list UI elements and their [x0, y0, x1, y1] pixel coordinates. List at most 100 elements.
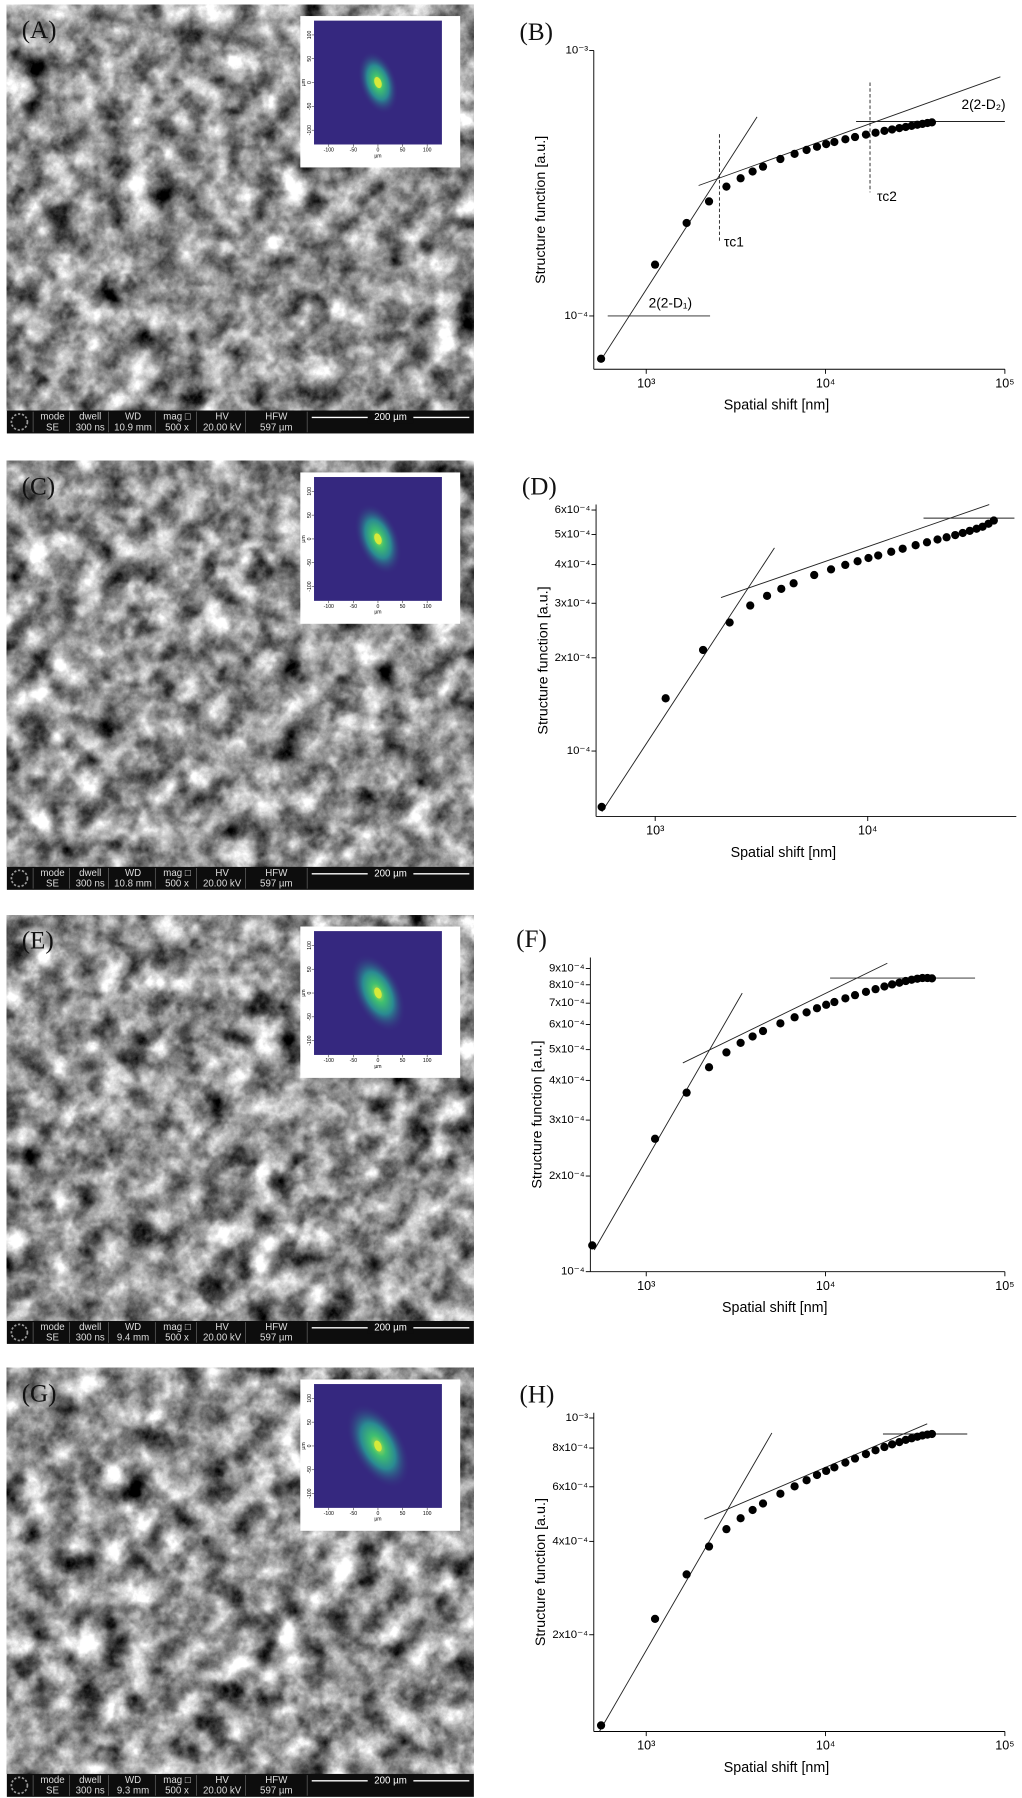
data-point	[737, 1514, 745, 1522]
inset-tick-label: 0	[307, 537, 313, 540]
inset-tick-label: -50	[307, 1013, 313, 1021]
y-tick-label: 6x10⁻⁴	[555, 504, 591, 516]
annotation: 2(2-D₁)	[649, 295, 692, 310]
data-point	[822, 1467, 830, 1475]
y-tick-label: 4x10⁻⁴	[552, 1535, 588, 1547]
data-point	[722, 1525, 730, 1533]
data-point	[853, 557, 861, 565]
data-point	[841, 994, 849, 1002]
data-point	[722, 182, 730, 190]
data-point	[790, 1482, 798, 1490]
info-value: 300 ns	[76, 1786, 105, 1797]
data-point	[777, 585, 785, 593]
data-point	[888, 125, 896, 133]
data-point	[705, 1063, 713, 1071]
inset-tick-label: 100	[423, 1058, 432, 1064]
y-tick-label: 8x10⁻⁴	[549, 979, 585, 991]
data-point	[928, 974, 936, 982]
data-point	[862, 1450, 870, 1458]
data-point	[928, 118, 936, 126]
inset-tick-label: 50	[307, 966, 313, 972]
data-point	[864, 554, 872, 562]
info-value: 597 µm	[260, 879, 293, 890]
data-point	[598, 803, 606, 811]
info-header: mode	[40, 868, 64, 879]
data-point	[759, 163, 767, 171]
data-point	[737, 174, 745, 182]
info-header: HV	[215, 868, 229, 879]
inset-x-label: µm	[374, 1064, 381, 1070]
info-value: SE	[46, 879, 59, 890]
data-point	[737, 1039, 745, 1047]
inset-tick-label: -100	[307, 1488, 313, 1498]
inset-tick-label: 100	[423, 148, 432, 154]
data-point	[683, 219, 691, 227]
scale-bar-label: 200 µm	[374, 1775, 407, 1786]
data-point	[749, 1506, 757, 1514]
y-tick-label: 10⁻⁴	[561, 1266, 585, 1278]
info-header: dwell	[79, 411, 101, 422]
info-header: HFW	[265, 1322, 288, 1333]
annotation: 2(2-D₂)	[961, 97, 1005, 112]
data-point	[651, 1615, 659, 1623]
data-point	[705, 197, 713, 205]
inset-tick-label: 50	[400, 148, 406, 154]
page: {"sem_panels": [ {"label": "(A)", "heade…	[0, 0, 1022, 1798]
data-point	[759, 1499, 767, 1507]
inset-tick-label: 100	[307, 31, 313, 40]
scale-bar-label: 200 µm	[374, 868, 407, 879]
inset-tick-label: 50	[307, 1419, 313, 1425]
data-point	[790, 579, 798, 587]
inset-tick-label: -50	[307, 1466, 313, 1474]
data-point	[776, 1019, 784, 1027]
data-point	[880, 1443, 888, 1451]
fit-line	[699, 77, 1001, 186]
panel-label: (E)	[22, 927, 54, 954]
info-header: HFW	[265, 868, 288, 879]
y-axis-label: Structure function [a.u.]	[530, 1041, 546, 1189]
info-header: mag □	[163, 868, 191, 879]
inset-tick-label: -100	[324, 604, 334, 610]
x-tick-label: 10⁵	[995, 1739, 1014, 1753]
inset-tick-label: -100	[324, 148, 334, 154]
data-point	[776, 155, 784, 163]
x-axis-label: Spatial shift [nm]	[731, 845, 836, 861]
info-value: 500 x	[165, 1786, 189, 1797]
info-value: SE	[46, 1786, 59, 1797]
inset-x-label: µm	[374, 153, 381, 159]
panel-label: (A)	[22, 17, 57, 44]
info-value: SE	[46, 422, 59, 433]
y-tick-label: 5x10⁻⁴	[555, 529, 591, 541]
data-point	[841, 561, 849, 569]
data-point	[888, 1440, 896, 1448]
info-value: 20.00 kV	[203, 1333, 242, 1344]
x-tick-label: 10⁴	[858, 824, 877, 838]
data-point	[942, 533, 950, 541]
info-value: 300 ns	[76, 1333, 105, 1344]
data-point	[830, 998, 838, 1006]
y-tick-label: 4x10⁻⁴	[555, 559, 591, 571]
inset-tick-label: 100	[307, 487, 313, 496]
panel-label: (D)	[522, 473, 557, 500]
info-header: dwell	[79, 868, 101, 879]
panel-label: (C)	[22, 473, 55, 500]
data-point	[790, 1013, 798, 1021]
info-value: SE	[46, 1333, 59, 1344]
info-header: HV	[215, 1775, 229, 1786]
data-point	[726, 618, 734, 626]
inset-tick-label: -100	[307, 1035, 313, 1045]
data-point	[899, 545, 907, 553]
x-tick-label: 10³	[646, 824, 664, 838]
scale-bar-label: 200 µm	[374, 412, 407, 423]
inset-tick-label: -50	[307, 559, 313, 567]
data-point	[822, 140, 830, 148]
y-tick-label: 2x10⁻⁴	[552, 1629, 588, 1641]
y-axis-label: Structure function [a.u.]	[533, 136, 549, 284]
data-point	[802, 1476, 810, 1484]
data-point	[871, 1446, 879, 1454]
y-tick-label: 6x10⁻⁴	[549, 1018, 585, 1030]
info-value: 597 µm	[260, 1333, 293, 1344]
info-header: HFW	[265, 411, 288, 422]
y-tick-label: 10⁻³	[566, 44, 589, 56]
y-tick-label: 6x10⁻⁴	[552, 1481, 588, 1493]
